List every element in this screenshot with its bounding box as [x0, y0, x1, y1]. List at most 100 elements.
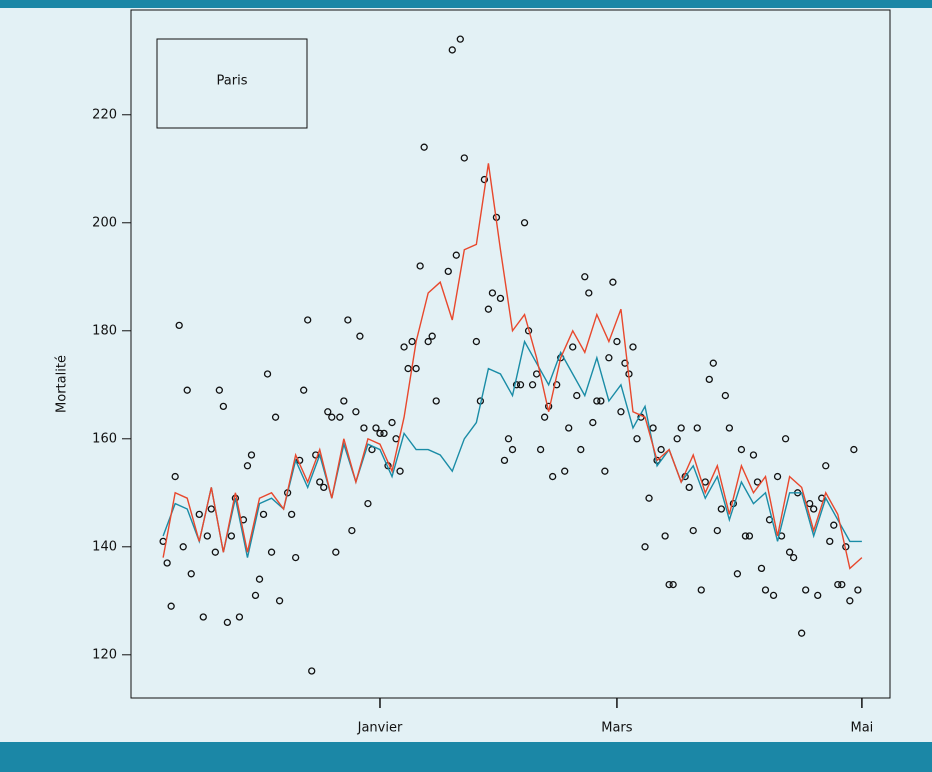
point	[304, 316, 312, 324]
point	[424, 337, 432, 346]
point	[332, 548, 340, 556]
point	[810, 505, 818, 513]
point	[532, 370, 541, 378]
point	[781, 435, 790, 443]
point	[753, 478, 762, 486]
point	[328, 413, 336, 421]
chart-title: Paris	[217, 74, 248, 89]
point	[745, 532, 754, 540]
point	[733, 570, 742, 578]
top-band	[0, 0, 932, 8]
point	[247, 451, 256, 459]
point	[183, 386, 191, 394]
point	[609, 278, 617, 286]
point	[400, 343, 408, 351]
point	[536, 445, 545, 454]
point	[540, 413, 549, 421]
point	[167, 602, 175, 610]
point	[785, 548, 794, 556]
point	[243, 462, 252, 470]
point	[657, 445, 665, 454]
point	[508, 445, 517, 454]
point	[432, 397, 440, 405]
point	[838, 580, 846, 589]
point	[798, 629, 806, 637]
point	[822, 462, 830, 470]
plot-frame	[130, 9, 891, 699]
point	[597, 397, 605, 405]
point	[496, 294, 505, 303]
point	[500, 456, 509, 465]
point	[721, 391, 729, 400]
point	[613, 337, 621, 346]
point	[834, 580, 842, 589]
point	[219, 402, 228, 411]
point	[203, 532, 211, 540]
point	[617, 408, 625, 416]
point	[275, 597, 284, 605]
point	[408, 337, 416, 346]
point	[581, 273, 589, 281]
point	[741, 532, 750, 540]
point	[826, 537, 834, 546]
point	[725, 424, 734, 432]
point	[412, 364, 420, 373]
point	[645, 494, 653, 502]
point	[300, 386, 308, 394]
point	[854, 586, 862, 594]
point	[175, 321, 183, 330]
point	[199, 613, 207, 621]
point	[649, 424, 657, 432]
point	[677, 424, 685, 432]
point	[549, 472, 557, 481]
point	[380, 429, 388, 438]
point	[320, 483, 328, 492]
point	[388, 418, 396, 427]
point	[336, 413, 344, 421]
point	[223, 618, 232, 627]
x-tick-label: Mars	[601, 721, 633, 736]
point	[456, 35, 464, 43]
point	[689, 526, 697, 535]
point	[352, 408, 360, 416]
point	[520, 219, 529, 227]
point	[356, 332, 364, 340]
point	[340, 397, 348, 405]
point	[693, 424, 701, 432]
point	[372, 424, 380, 432]
point	[641, 543, 649, 551]
point	[324, 408, 332, 416]
point	[629, 343, 637, 351]
point	[577, 445, 585, 454]
point	[312, 451, 320, 459]
x-tick-label: Mai	[850, 721, 873, 736]
point	[769, 591, 778, 600]
line	[162, 163, 863, 570]
point	[364, 499, 372, 508]
point	[661, 532, 669, 540]
point	[207, 505, 215, 513]
point	[665, 580, 673, 589]
point	[195, 510, 203, 519]
point	[444, 267, 452, 276]
point	[428, 332, 436, 340]
point	[806, 499, 814, 508]
point	[713, 526, 721, 535]
point	[516, 381, 525, 389]
point	[757, 564, 766, 573]
point	[267, 548, 276, 556]
point	[705, 375, 713, 384]
point	[569, 343, 577, 351]
point	[749, 451, 758, 459]
point	[504, 435, 513, 443]
point	[585, 289, 593, 297]
point	[452, 251, 460, 259]
y-tick-label: 180	[92, 323, 117, 338]
point	[484, 305, 493, 313]
bottom-band	[0, 742, 932, 772]
point	[404, 364, 412, 373]
point	[673, 435, 681, 443]
point	[709, 359, 717, 367]
point	[308, 667, 316, 675]
